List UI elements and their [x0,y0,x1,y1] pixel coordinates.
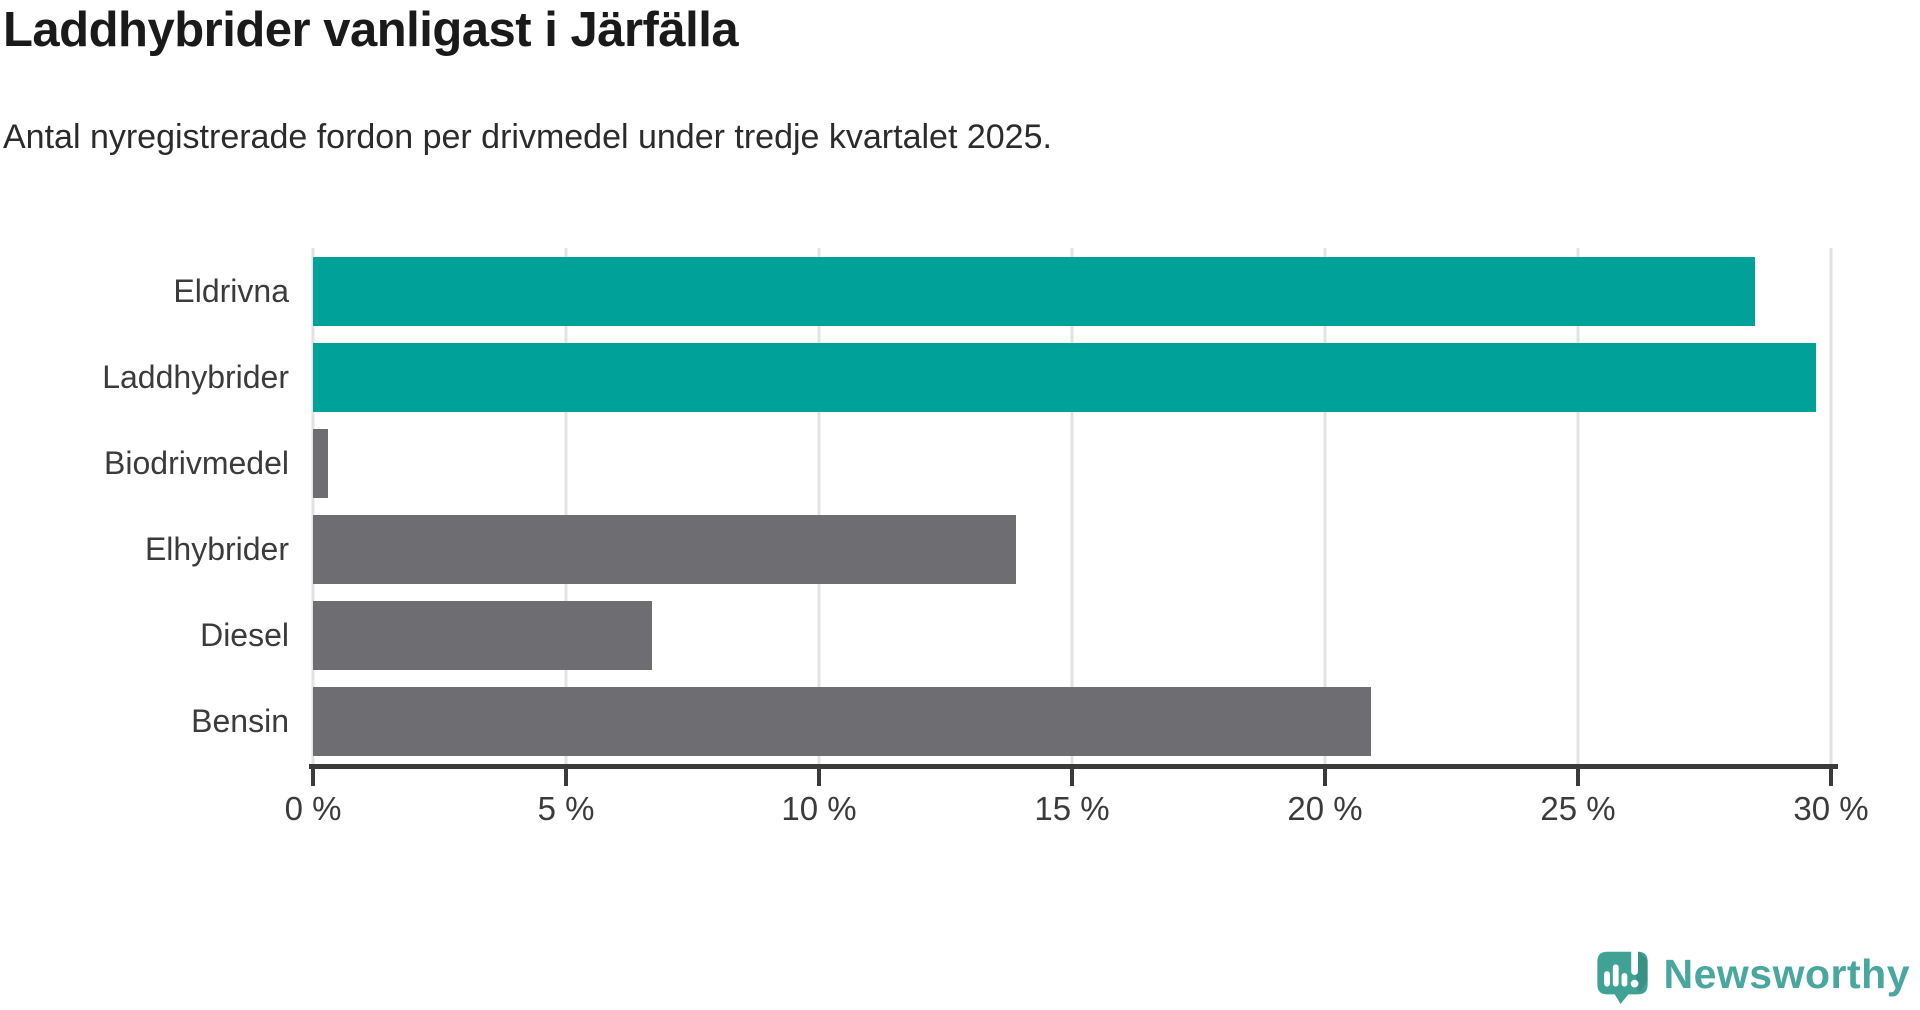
bar-eldrivna [313,256,1756,326]
gridline [311,248,315,764]
x-axis-line [309,764,1838,769]
x-axis-tick [817,769,821,786]
x-axis-tick-label: 20 % [1287,790,1363,827]
gridline [1576,248,1580,764]
category-label: Biodrivmedel [104,444,289,481]
category-label: Eldrivna [173,272,289,309]
bar-elhybrider [313,514,1017,584]
brand-name: Newsworthy [1663,950,1910,997]
x-axis-tick [564,769,568,786]
bar-biodrivmedel [313,428,329,498]
gridline [817,248,821,764]
x-axis-tick [311,769,315,786]
x-axis-tick-label: 5 % [537,790,595,827]
x-axis-tick [1323,769,1327,786]
x-axis-tick [1576,769,1580,786]
category-label: Diesel [200,616,289,653]
x-axis-tick [1070,769,1074,786]
category-label: Bensin [191,702,289,739]
bar-bensin [313,686,1371,756]
chart-title: Laddhybrider vanligast i Järfälla [3,3,739,57]
chart-subtitle: Antal nyregistrerade fordon per drivmede… [3,118,1052,156]
newsworthy-brand: Newsworthy [1595,944,1911,1004]
gridline [1070,248,1074,764]
bar-diesel [313,600,653,670]
x-axis-tick-label: 30 % [1793,790,1869,827]
bar-laddhybrider [313,342,1816,412]
newsworthy-logo-icon [1596,945,1648,1004]
gridline [564,248,568,764]
x-axis-tick-label: 15 % [1034,790,1110,827]
x-axis-tick [1829,769,1833,786]
x-axis-tick-label: 25 % [1540,790,1616,827]
category-label: Laddhybrider [102,358,289,395]
x-axis-tick-label: 0 % [284,790,342,827]
x-axis-tick-label: 10 % [781,790,857,827]
gridline [1829,248,1833,764]
gridline [1323,248,1327,764]
category-label: Elhybrider [144,530,289,567]
